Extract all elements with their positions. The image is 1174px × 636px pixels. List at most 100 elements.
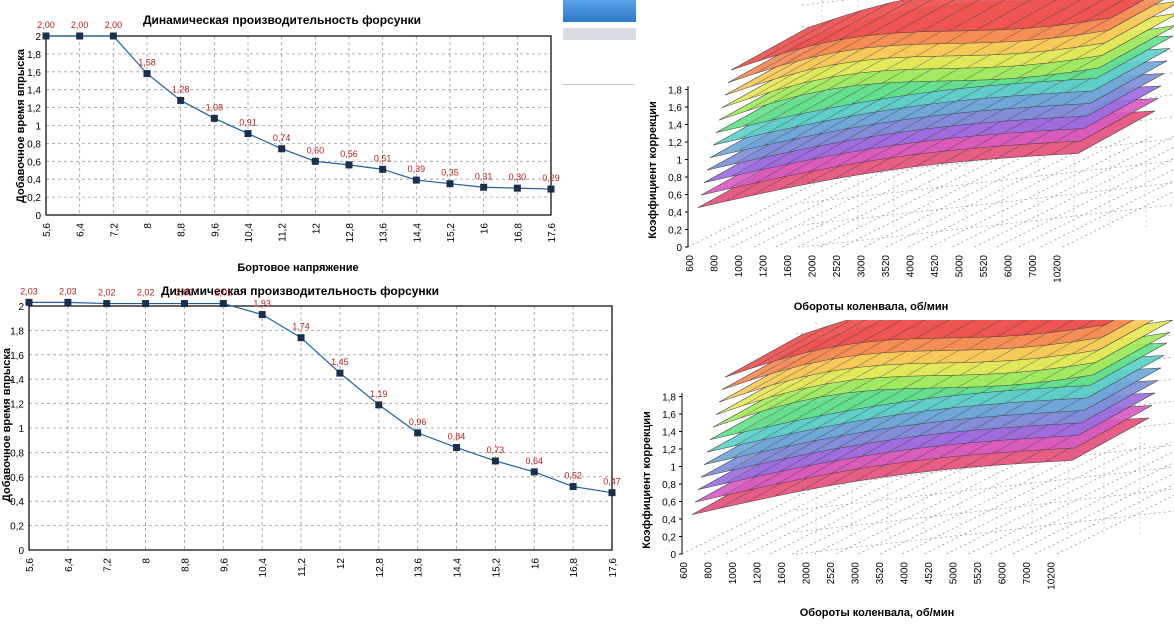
y-tick-label: 1,6 [668, 103, 682, 114]
surface-mesh [752, 325, 830, 369]
grid-line-depth [836, 441, 1061, 555]
surface-mesh [1086, 355, 1165, 399]
y-tick-label: 1,8 [27, 50, 41, 61]
grid-line-depth [858, 441, 1083, 555]
y-tick-label: 1,2 [27, 104, 41, 115]
x-tick-label: 2000 [808, 255, 819, 278]
data-label: 2,02 [215, 288, 233, 298]
grid-line-depth [681, 441, 907, 555]
x-tick-label: 13,6 [379, 223, 390, 243]
x-tick-label: 7000 [1028, 255, 1039, 278]
x-tick-label: 1600 [777, 562, 788, 585]
grid-line-depth [968, 450, 1174, 555]
x-tick-label: 10,4 [258, 558, 269, 578]
data-label: 2,00 [105, 20, 123, 30]
injector-chart-bottom: Динамическая производительность форсунки… [1, 284, 621, 578]
data-label: 0,91 [239, 118, 257, 128]
x-tick-label: 10,4 [244, 223, 255, 243]
x-tick-label: 4520 [924, 562, 935, 585]
data-label: 0,52 [564, 471, 582, 481]
chart-title: Динамическая производительность форсунки [143, 13, 421, 27]
grid-line-depth [1034, 484, 1174, 555]
y-tick-label: 0 [35, 211, 41, 222]
grid-line-depth [687, 134, 913, 248]
x-tick-label: 600 [679, 562, 690, 579]
plot-frame [28, 305, 613, 551]
y-tick-label: 2 [18, 302, 24, 313]
surface-mesh [1077, 110, 1156, 154]
chart-panel-1: Динамическая производительность форсунки… [0, 0, 563, 274]
grid-line-depth [814, 441, 1039, 555]
data-point [513, 184, 521, 192]
y-tick-label: 0,4 [662, 515, 676, 526]
y-tick-label: 1 [670, 463, 676, 474]
data-point [278, 145, 286, 153]
y-tick-label: 0,6 [662, 498, 676, 509]
surface-mesh [1089, 342, 1168, 386]
x-tick-label: 3520 [881, 255, 892, 278]
y-tick-label: 1 [18, 424, 24, 435]
data-label: 2,00 [37, 20, 55, 30]
x-tick-label: 12 [311, 223, 322, 235]
window-fragment-gray [563, 28, 636, 40]
y-tick-label: 1,6 [10, 351, 24, 362]
injector-chart-top: Динамическая производительность форсунки… [15, 13, 560, 274]
x-tick-label: 6000 [998, 562, 1009, 585]
y-tick-label: 0,6 [668, 191, 682, 202]
data-point [109, 32, 117, 40]
x-tick-label: 17,6 [608, 558, 619, 578]
grid-line-back [801, 204, 1174, 248]
data-point [608, 489, 616, 497]
data-point [446, 180, 454, 188]
data-label: 0,64 [526, 456, 544, 466]
surface-mesh [1056, 0, 1104, 26]
y-tick-label: 0,2 [668, 226, 682, 237]
y-tick-label: 1,2 [668, 138, 682, 149]
surface-mesh [1080, 98, 1159, 142]
correction-surface-bottom: 0 0,2 0,4 0,6 0,8 1 1,2 1,4 1,6 1,8 600 800 1000 1200… [641, 268, 1174, 619]
surface-mesh [1086, 73, 1165, 117]
x-axis-label: Бортовое напряжение [237, 262, 358, 274]
x-tick-label: 5000 [955, 255, 966, 278]
data-label: 1,93 [253, 299, 271, 309]
surface-mesh [812, 2, 890, 46]
surface-mesh [1029, 0, 1081, 29]
x-tick-label: 12,8 [375, 558, 386, 578]
data-label: 0,60 [307, 145, 325, 155]
data-label: 1,74 [292, 322, 310, 332]
grid-line-depth [880, 441, 1105, 555]
x-tick-label: 1200 [753, 562, 764, 585]
x-tick-label: 16,8 [513, 223, 524, 243]
data-point [480, 183, 488, 191]
chart-title: Динамическая производительность форсунки [161, 284, 439, 298]
data-label: 0,51 [374, 153, 392, 163]
x-axis-label: Обороты коленвала, об/мин [800, 607, 955, 619]
x-tick-label: 9,6 [219, 558, 230, 572]
data-point [530, 468, 538, 476]
data-label: 1,19 [370, 389, 388, 399]
x-tick-label: 7000 [1022, 562, 1033, 585]
grid-line-depth [725, 441, 951, 555]
surface-mesh [1083, 85, 1162, 129]
data-label: 0,56 [340, 149, 358, 159]
data-point [297, 334, 305, 342]
x-tick-label: 800 [704, 562, 715, 579]
chart-panel-4: 0 0,2 0,4 0,6 0,8 1 1,2 1,4 1,6 1,8 600 800 1000 1200… [622, 268, 1174, 631]
y-tick-label: 1 [676, 156, 682, 167]
grid-line-back [795, 488, 1174, 533]
y-tick-label: 1,2 [662, 445, 676, 456]
data-point [379, 165, 387, 173]
x-tick-label: 7,2 [103, 558, 114, 572]
data-label: 0,74 [273, 133, 291, 143]
x-tick-label: 1000 [734, 255, 745, 278]
y-tick-label: 1,6 [27, 68, 41, 79]
data-label: 0,30 [509, 172, 527, 182]
grid-line-depth [1062, 191, 1174, 248]
data-label: 0,29 [542, 173, 560, 183]
x-tick-label: 600 [685, 255, 696, 272]
y-axis-label: Добавочное время впрыска [1, 347, 13, 502]
data-label: 2,00 [71, 20, 89, 30]
y-tick-label: 0 [670, 550, 676, 561]
x-tick-label: 2520 [832, 255, 843, 278]
y-tick-label: 0,4 [668, 208, 682, 219]
